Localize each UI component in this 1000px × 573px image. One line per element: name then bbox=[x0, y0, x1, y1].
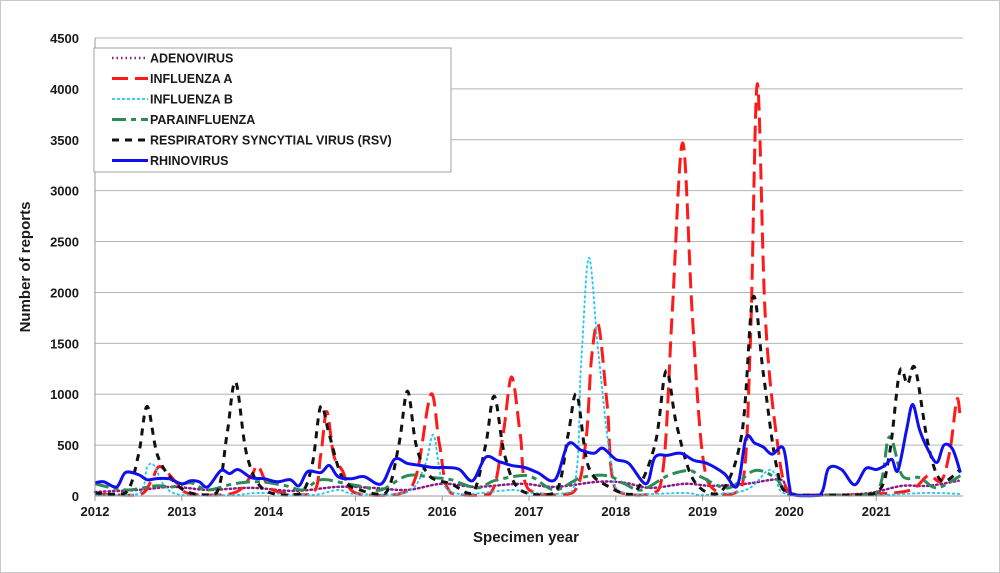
legend-item: ADENOVIRUS bbox=[112, 52, 233, 66]
legend-item: RHINOVIRUS bbox=[112, 154, 228, 168]
legend-item: INFLUENZA A bbox=[112, 72, 232, 86]
legend-item: RESPIRATORY SYNCYTIAL VIRUS (RSV) bbox=[112, 134, 392, 148]
x-tick-label: 2014 bbox=[254, 504, 284, 519]
y-tick-label: 1000 bbox=[50, 387, 79, 402]
y-tick-label: 500 bbox=[57, 438, 79, 453]
legend: ADENOVIRUS INFLUENZA A INFLUENZA B PARAINFL… bbox=[93, 47, 452, 173]
legend-label: RESPIRATORY SYNCYTIAL VIRUS (RSV) bbox=[150, 134, 392, 148]
x-tick-label: 2012 bbox=[81, 504, 110, 519]
x-tick-label: 2019 bbox=[688, 504, 717, 519]
x-axis-ticks: 2012 2013 2014 2015 2016 2017 2018 2019 2020 2021 bbox=[81, 496, 891, 519]
x-tick-label: 2020 bbox=[775, 504, 804, 519]
series-lines bbox=[93, 82, 962, 498]
x-tick-label: 2017 bbox=[515, 504, 544, 519]
x-tick-label: 2021 bbox=[862, 504, 891, 519]
legend-item: PARAINFLUENZA bbox=[112, 113, 255, 127]
legend-item: INFLUENZA B bbox=[112, 93, 233, 107]
y-tick-label: 0 bbox=[72, 489, 79, 504]
y-axis-label: Number of reports bbox=[17, 202, 34, 333]
x-tick-label: 2013 bbox=[167, 504, 196, 519]
y-tick-label: 2000 bbox=[50, 285, 79, 300]
y-tick-label: 3000 bbox=[50, 184, 79, 199]
legend-label: ADENOVIRUS bbox=[150, 52, 233, 66]
x-tick-label: 2018 bbox=[601, 504, 630, 519]
y-tick-label: 2500 bbox=[50, 235, 79, 250]
series-line-influenza-b bbox=[94, 256, 961, 497]
y-tick-label: 1500 bbox=[50, 336, 79, 351]
y-tick-label: 3500 bbox=[50, 133, 79, 148]
y-tick-label: 4000 bbox=[50, 82, 79, 97]
y-tick-label: 4500 bbox=[50, 31, 79, 46]
x-tick-label: 2015 bbox=[341, 504, 370, 519]
legend-label: RHINOVIRUS bbox=[150, 154, 228, 168]
series-line-rhinovirus bbox=[94, 402, 962, 498]
y-axis-ticks: 0 500 1000 1500 2000 2500 3000 3500 4000 4500 bbox=[50, 31, 79, 504]
x-axis-label: Specimen year bbox=[473, 529, 579, 546]
legend-label: INFLUENZA B bbox=[150, 93, 233, 107]
x-tick-label: 2016 bbox=[428, 504, 457, 519]
legend-label: INFLUENZA A bbox=[150, 72, 232, 86]
legend-label: PARAINFLUENZA bbox=[150, 113, 255, 127]
